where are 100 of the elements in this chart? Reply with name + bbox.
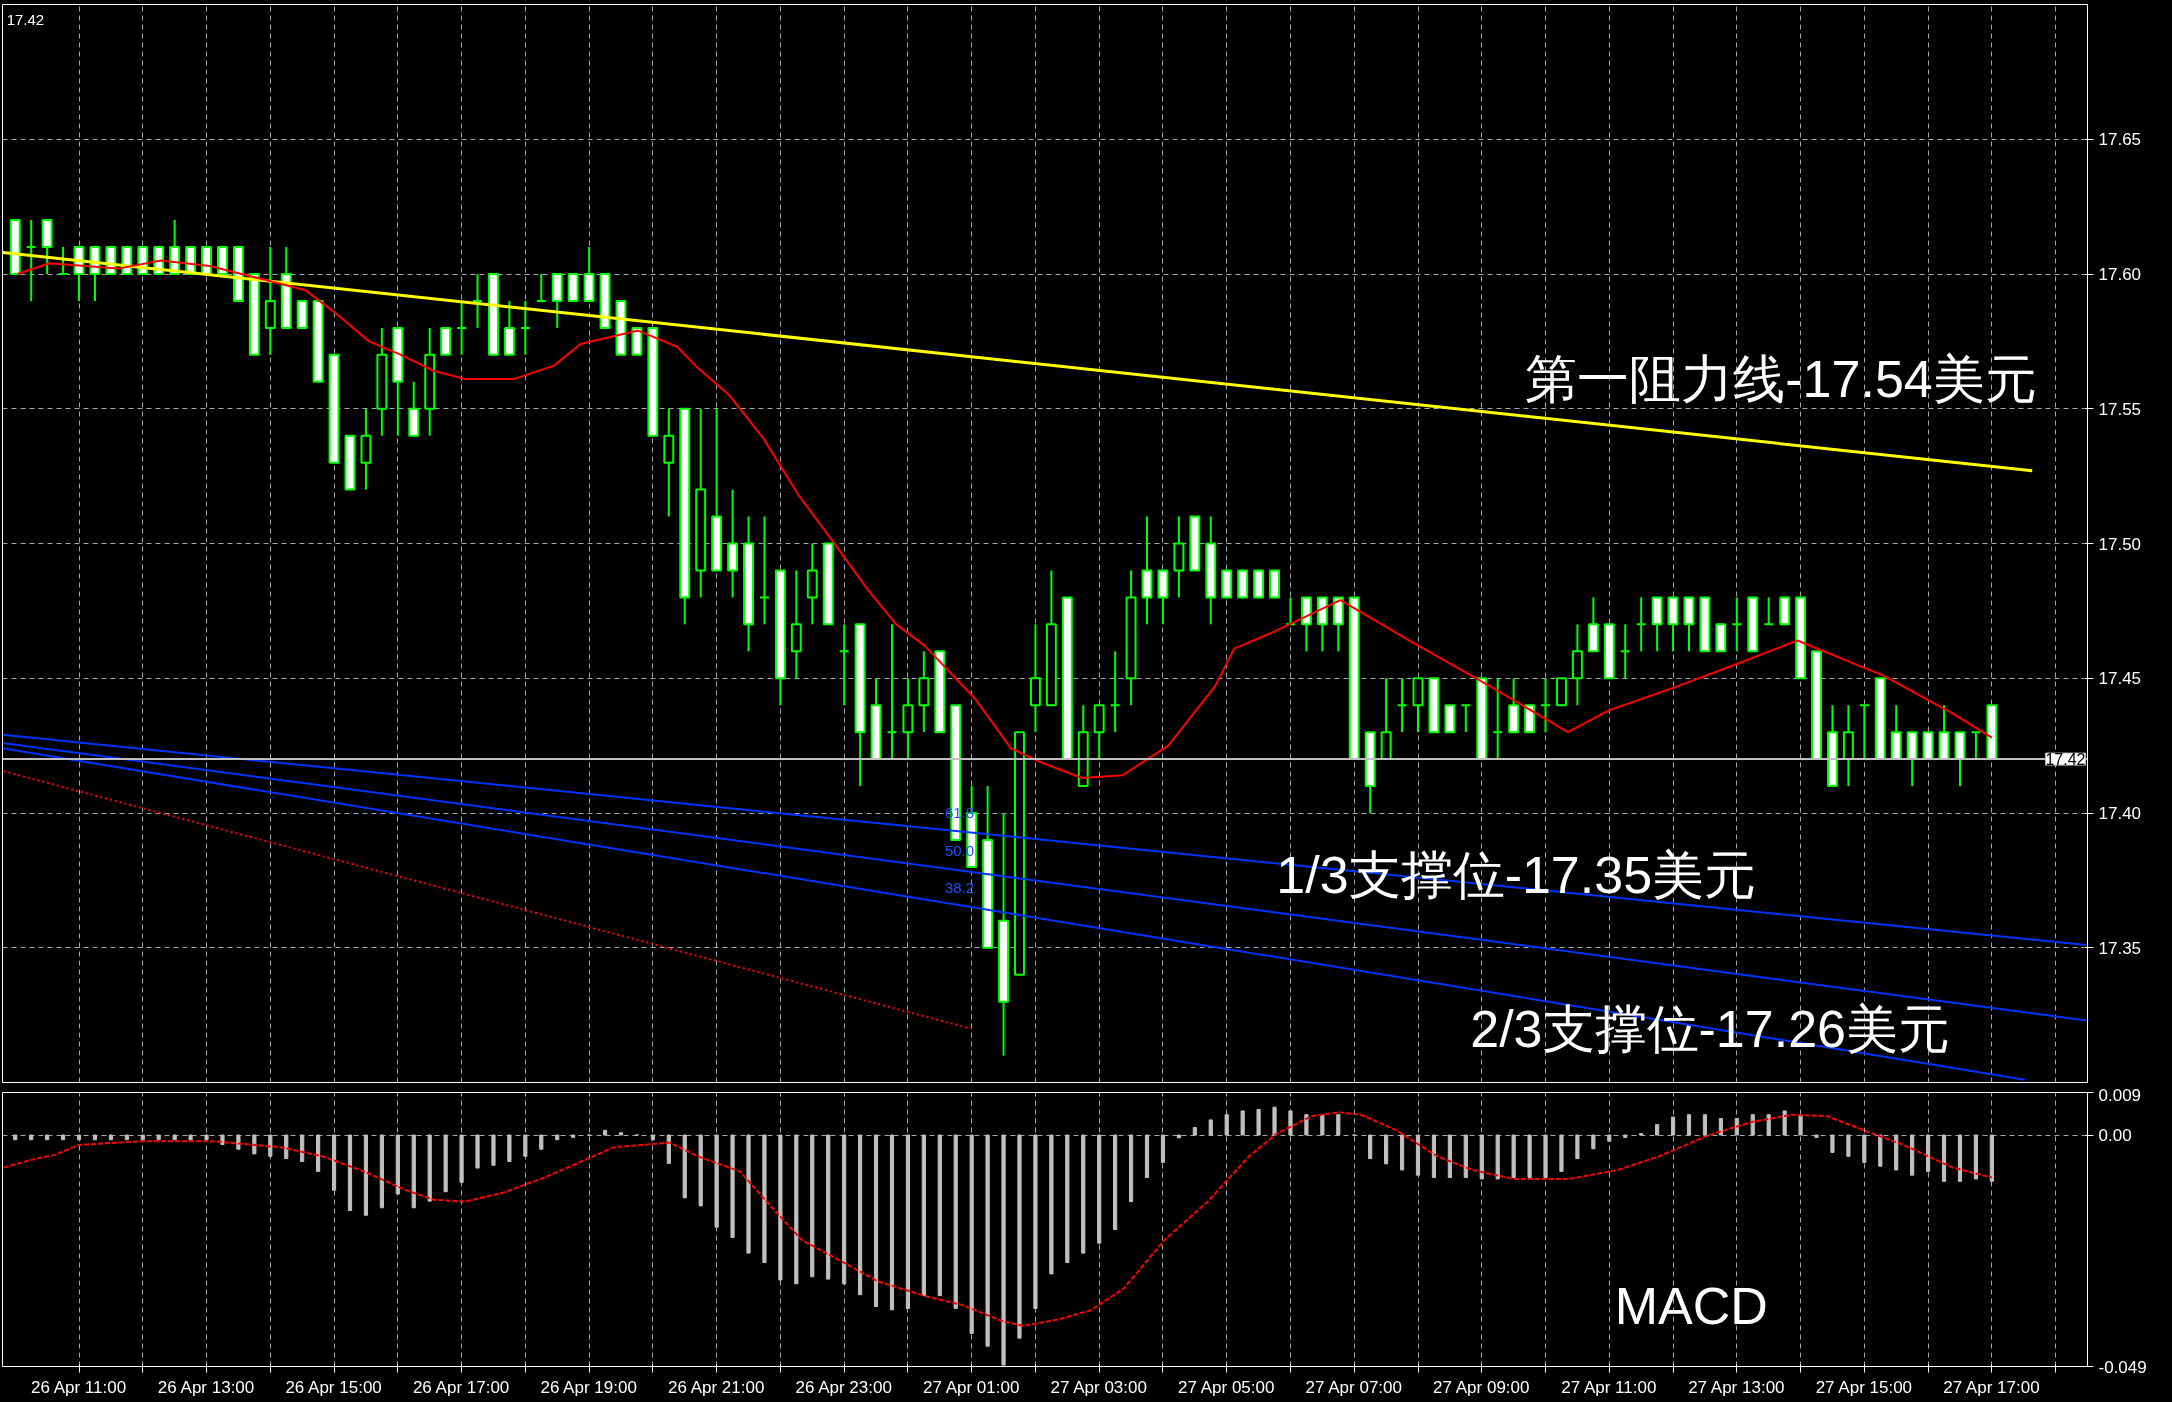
bar <box>539 1134 544 1150</box>
bar <box>889 1134 895 1311</box>
bar <box>714 1134 719 1228</box>
bar <box>1862 1134 1867 1163</box>
bar <box>921 1134 926 1297</box>
bar <box>523 1134 528 1157</box>
bar <box>1591 1134 1596 1150</box>
bar <box>1240 1110 1245 1136</box>
bar <box>810 1134 815 1278</box>
bar <box>1989 1134 1994 1182</box>
bar <box>1144 1134 1150 1179</box>
bar <box>794 1134 799 1285</box>
x-tick-label: 27 Apr 13:00 <box>1688 1377 1785 1397</box>
ref-line-label: 17.42 <box>2045 751 2086 769</box>
bar <box>331 1134 337 1191</box>
bar <box>140 1134 145 1141</box>
bar <box>1033 1134 1038 1309</box>
bar <box>1288 1110 1293 1136</box>
x-tick-label: 27 Apr 01:00 <box>923 1377 1020 1397</box>
bar <box>1766 1114 1771 1136</box>
bar <box>1017 1134 1022 1339</box>
bar <box>29 1134 34 1141</box>
bar <box>1814 1134 1819 1138</box>
bar <box>969 1134 974 1334</box>
bar <box>1846 1134 1851 1157</box>
bar <box>1160 1134 1166 1163</box>
x-tick-label: 27 Apr 09:00 <box>1433 1377 1530 1397</box>
bar <box>1527 1134 1532 1179</box>
bar <box>842 1134 847 1285</box>
bar <box>698 1134 703 1207</box>
bar <box>826 1134 831 1280</box>
bar <box>985 1134 990 1347</box>
bar <box>953 1134 958 1309</box>
bar <box>1399 1134 1405 1171</box>
bar <box>778 1134 783 1281</box>
bar <box>1718 1117 1723 1136</box>
y-tick-label: 17.40 <box>2098 804 2142 823</box>
bar <box>1176 1134 1181 1139</box>
x-tick-label: 26 Apr 13:00 <box>157 1377 255 1397</box>
bar <box>1128 1134 1134 1203</box>
bar <box>395 1134 400 1195</box>
bar <box>1208 1119 1213 1136</box>
bar <box>1559 1134 1564 1172</box>
bar <box>507 1134 512 1162</box>
bar <box>188 1134 193 1141</box>
bar <box>1097 1134 1102 1244</box>
bar <box>411 1134 416 1209</box>
bar <box>1431 1134 1437 1179</box>
bar <box>1750 1114 1755 1136</box>
bar <box>1256 1109 1261 1136</box>
bar <box>491 1134 496 1166</box>
bar <box>1368 1134 1373 1160</box>
y-tick-label: 17.50 <box>2098 534 2142 554</box>
y-tick-label: 17.60 <box>2098 265 2142 284</box>
bar <box>1065 1134 1070 1264</box>
annotation: 第一阻力线-17.54美元 <box>1525 350 2037 409</box>
bar <box>937 1134 942 1297</box>
x-tick-label: 27 Apr 17:00 <box>1943 1377 2040 1397</box>
y-tick-label: 17.45 <box>2098 669 2142 689</box>
bar <box>108 1134 113 1141</box>
bar <box>1049 1134 1054 1275</box>
bar <box>1655 1124 1660 1136</box>
bar <box>682 1134 687 1199</box>
x-tick-label: 26 Apr 17:00 <box>412 1377 510 1397</box>
bar <box>60 1134 66 1141</box>
bar <box>858 1134 863 1296</box>
bar <box>379 1134 384 1209</box>
bar <box>555 1134 560 1141</box>
bar <box>124 1134 129 1141</box>
bar <box>1702 1114 1708 1136</box>
bar <box>1926 1134 1931 1172</box>
x-tick-label: 26 Apr 15:00 <box>285 1377 382 1397</box>
x-tick-label: 26 Apr 11:00 <box>30 1377 127 1397</box>
bar <box>905 1134 911 1309</box>
bar <box>1320 1114 1325 1136</box>
y-tick-label: 0.00 <box>2098 1126 2132 1146</box>
bar <box>1623 1134 1628 1138</box>
annotation: 61.8 <box>944 804 975 821</box>
bar <box>92 1134 98 1141</box>
x-tick-label: 27 Apr 15:00 <box>1815 1377 1913 1397</box>
bar <box>1479 1134 1484 1180</box>
x-tick-label: 26 Apr 19:00 <box>540 1377 637 1397</box>
annotation: 17.42 <box>6 11 45 29</box>
bar <box>363 1134 369 1216</box>
bar <box>618 1132 624 1136</box>
bar <box>1607 1134 1612 1142</box>
bar <box>1224 1114 1229 1136</box>
x-tick-label: 26 Apr 21:00 <box>667 1377 765 1397</box>
bar <box>1415 1134 1421 1176</box>
x-tick-label: 27 Apr 11:00 <box>1561 1377 1657 1397</box>
bar <box>1384 1134 1389 1165</box>
bar <box>443 1134 448 1193</box>
bar <box>76 1134 82 1141</box>
bar <box>1001 1134 1006 1366</box>
bar <box>762 1134 767 1264</box>
x-tick-label: 27 Apr 05:00 <box>1178 1377 1275 1397</box>
bar <box>1734 1117 1739 1136</box>
bar <box>1447 1134 1452 1179</box>
bar <box>1957 1134 1963 1182</box>
bar <box>1782 1110 1787 1136</box>
